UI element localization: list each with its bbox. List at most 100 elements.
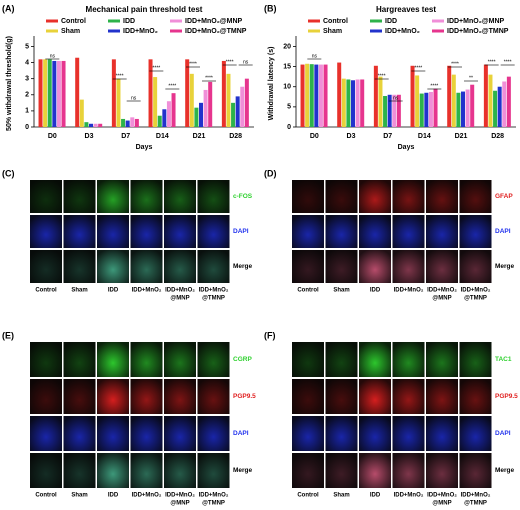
bar: [166, 101, 171, 127]
micrograph-signal: [292, 342, 324, 377]
legend-label: IDD+MnO₂: [123, 28, 158, 35]
x-tick-label: D3: [347, 133, 356, 140]
micrograph-signal: [359, 215, 391, 248]
group-label: IDD+MnO₂: [199, 288, 229, 294]
bar: [194, 107, 199, 127]
bar: [199, 102, 203, 127]
group-label: IDD+MnO₂: [461, 288, 491, 294]
y-tick-label: 0: [25, 124, 29, 131]
micrograph-signal: [325, 379, 358, 414]
micrograph-signal: [30, 379, 62, 414]
bar: [309, 64, 314, 127]
micrograph-signal: [459, 215, 492, 248]
group-label: IDD+MnO₂: [427, 493, 457, 499]
micrograph-signal: [292, 180, 324, 213]
bar: [52, 60, 57, 127]
micrograph-signal: [325, 342, 358, 377]
channel-label: PGP9.5: [495, 393, 518, 400]
bar: [130, 117, 135, 127]
micrograph-signal: [392, 215, 425, 248]
bar: [387, 94, 392, 127]
micrograph-signal: [130, 342, 163, 377]
bar: [305, 63, 310, 127]
y-tick-label: 2: [25, 92, 29, 99]
channel-label: CGRP: [233, 356, 252, 363]
bar: [396, 94, 401, 127]
panel-label: (F): [264, 330, 276, 340]
group-label: IDD+MnO₂: [427, 288, 457, 294]
bar: [415, 75, 420, 127]
x-tick-label: D14: [156, 133, 169, 140]
micrograph-signal: [392, 416, 425, 451]
micrograph-signal: [63, 342, 96, 377]
legend-swatch: [170, 29, 182, 33]
channel-label: DAPI: [233, 228, 249, 235]
channel-label: TAC1: [495, 356, 512, 363]
y-tick-label: 20: [283, 43, 291, 50]
significance-label: ****: [451, 61, 459, 67]
bar: [392, 94, 397, 127]
x-axis-label: Days: [398, 144, 415, 151]
bar: [75, 57, 80, 127]
micrograph-signal: [197, 379, 230, 414]
group-label: IDD+MnO₂: [394, 493, 424, 499]
micrograph-signal: [30, 342, 62, 377]
group-label: IDD: [370, 493, 381, 499]
micrograph-signal: [292, 215, 324, 248]
bar: [410, 65, 415, 127]
group-label: @TMNP: [464, 296, 487, 302]
micrograph-signal: [164, 416, 196, 451]
group-label: IDD+MnO₂: [132, 493, 162, 499]
bar: [244, 78, 249, 127]
micrograph-signal: [426, 453, 458, 488]
channel-label: DAPI: [495, 430, 511, 437]
micrograph-signal: [426, 180, 458, 213]
micrograph-signal: [459, 342, 492, 377]
bar: [111, 59, 116, 128]
group-label: Control: [297, 493, 319, 499]
micrograph-signal: [392, 453, 425, 488]
group-label: Control: [35, 288, 57, 294]
bar: [185, 59, 190, 128]
micrograph-signal: [164, 180, 196, 213]
micrograph-signal: [197, 215, 230, 248]
bar: [314, 64, 319, 127]
bar: [221, 60, 226, 127]
micrograph-signal: [164, 342, 196, 377]
y-tick-label: 0: [287, 124, 291, 131]
bar: [38, 59, 43, 128]
micrograph-signal: [30, 180, 62, 213]
bar: [203, 89, 208, 127]
bar: [43, 59, 48, 128]
micrograph-signal: [459, 416, 492, 451]
micrograph-signal: [292, 250, 324, 283]
micrograph-signal: [459, 379, 492, 414]
group-label: IDD+MnO₂: [199, 493, 229, 499]
micrograph-signal: [30, 453, 62, 488]
group-label: @TMNP: [202, 296, 225, 302]
micrograph-signal: [30, 215, 62, 248]
panel-label: (E): [2, 330, 14, 340]
micrograph-signal: [164, 215, 196, 248]
micrograph-signal: [130, 379, 163, 414]
micrograph-signal: [197, 250, 230, 283]
significance-label: ****: [488, 59, 496, 65]
channel-label: c-FOS: [233, 193, 253, 200]
group-label: IDD+MnO₂: [165, 288, 195, 294]
bar: [506, 76, 511, 127]
legend-swatch: [432, 19, 444, 23]
legend-label: IDD+MnO₂@TMNP: [185, 28, 247, 35]
bar: [502, 81, 507, 127]
legend-label: IDD+MnO₂@MNP: [447, 18, 505, 25]
bar: [433, 88, 438, 127]
significance-label: ns: [50, 53, 56, 59]
y-tick-label: 5: [287, 104, 291, 111]
micrograph-signal: [292, 379, 324, 414]
bar: [79, 99, 84, 127]
micrograph-signal: [97, 215, 129, 248]
group-label: IDD: [370, 288, 381, 294]
y-tick-label: 5: [25, 43, 29, 50]
micrograph-signal: [30, 416, 62, 451]
significance-label: ****: [414, 65, 422, 71]
micrograph-signal: [325, 416, 358, 451]
